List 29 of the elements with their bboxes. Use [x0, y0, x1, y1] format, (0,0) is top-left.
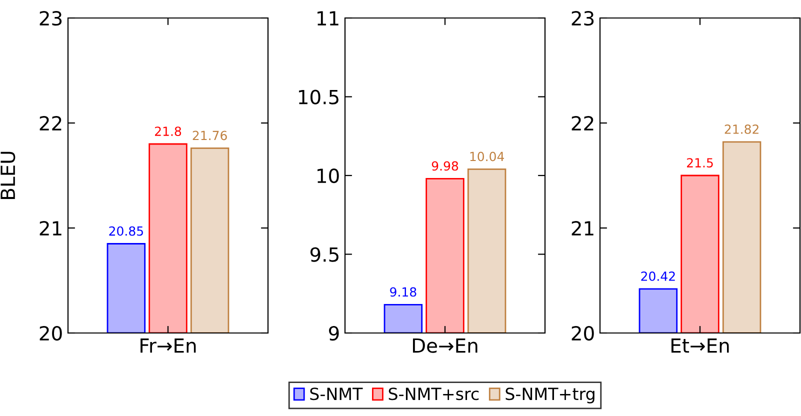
y-tick-label: 10 [318, 168, 339, 184]
y-tick-label: 20 [40, 326, 62, 341]
data-label: 9.98 [432, 161, 458, 171]
data-label: 20.42 [641, 271, 675, 281]
y-tick-label: 22 [40, 116, 62, 130]
y-tick-label: 9.5 [310, 247, 338, 262]
data-label: 10.04 [470, 152, 504, 162]
data-label: 21.5 [687, 158, 713, 168]
legend-label: S-NMT [310, 388, 363, 400]
y-tick-label: 11 [318, 11, 338, 26]
y-tick-label: 21 [40, 220, 62, 236]
y-tick-label: 9 [328, 326, 339, 341]
y-tick-label: 23 [40, 10, 62, 26]
legend-label: S-NMT+src [388, 388, 479, 400]
data-label: 21.82 [724, 124, 758, 134]
y-tick-label: 23 [572, 10, 594, 26]
data-label: 21.76 [192, 130, 227, 140]
y-tick-label: 20 [572, 326, 594, 341]
y-tick-label: 10.5 [298, 90, 338, 104]
x-tick-label: Et→En [672, 338, 729, 353]
legend-label: S-NMT+trg [506, 388, 594, 404]
x-tick-label: De→En [412, 338, 478, 353]
y-axis-title: BLEU [0, 152, 16, 199]
y-tick-label: 21 [572, 220, 594, 236]
data-label: 20.85 [109, 226, 143, 236]
x-tick-label: Fr→En [140, 338, 196, 353]
data-label: 21.8 [155, 126, 182, 136]
data-label: 9.18 [390, 287, 416, 297]
y-tick-label: 22 [572, 116, 594, 130]
